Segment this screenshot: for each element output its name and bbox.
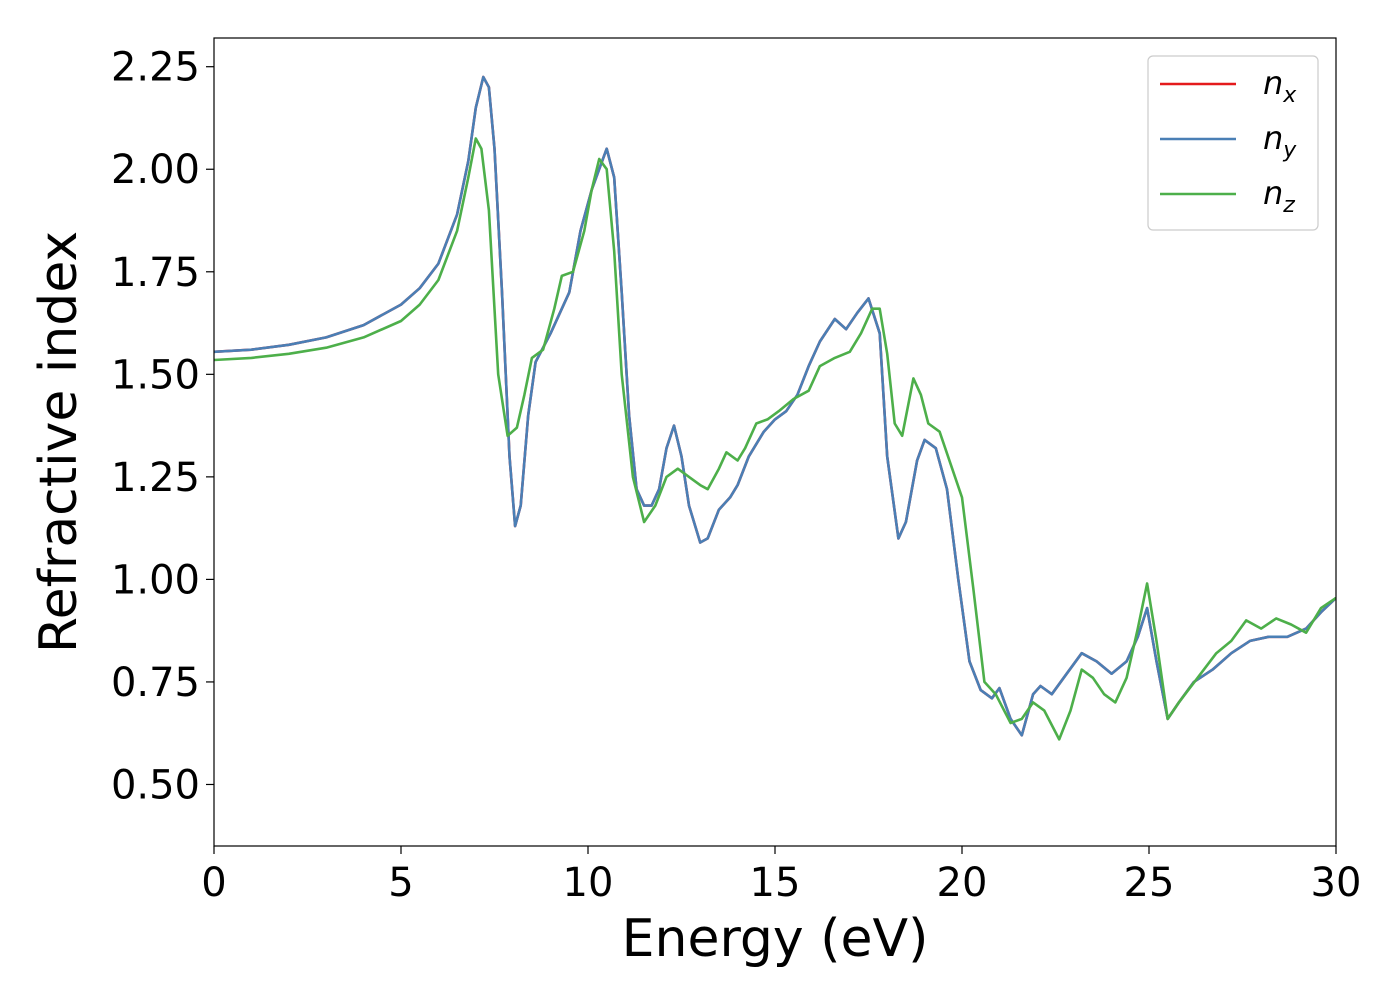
x-tick-label: 25 xyxy=(1124,860,1175,906)
y-axis-label: Refractive index xyxy=(29,231,89,653)
legend: nx ny nz xyxy=(1147,55,1319,231)
y-tick-label: 1.25 xyxy=(111,455,200,501)
x-tick-label: 10 xyxy=(563,860,614,906)
series-line-z xyxy=(214,137,1336,741)
y-tick-label: 2.25 xyxy=(111,45,200,91)
x-tick-label: 0 xyxy=(201,860,226,906)
y-tick-label: 0.50 xyxy=(111,762,200,808)
x-tick-label: 20 xyxy=(937,860,988,906)
series-line-y xyxy=(214,75,1336,737)
x-axis-label: Energy (eV) xyxy=(622,909,929,969)
y-tick-label: 1.50 xyxy=(111,352,200,398)
x-tick-label: 5 xyxy=(388,860,413,906)
y-tick-label: 1.00 xyxy=(111,557,200,603)
y-tick-label: 1.75 xyxy=(111,250,200,296)
legend-label-y: ny xyxy=(1263,119,1297,163)
y-tick-label: 2.00 xyxy=(111,147,200,193)
y-tick-label: 0.75 xyxy=(111,660,200,706)
legend-box xyxy=(1147,55,1319,231)
legend-label-x: nx xyxy=(1263,64,1297,108)
legend-label-z: nz xyxy=(1263,174,1295,218)
x-tick-label: 15 xyxy=(750,860,801,906)
axes-ticks: 0 5 10 15 20 25 30 0.50 0.75 1.00 1.25 1.50 1.75 2.00… xyxy=(111,45,1362,906)
x-tick-label: 30 xyxy=(1311,860,1362,906)
